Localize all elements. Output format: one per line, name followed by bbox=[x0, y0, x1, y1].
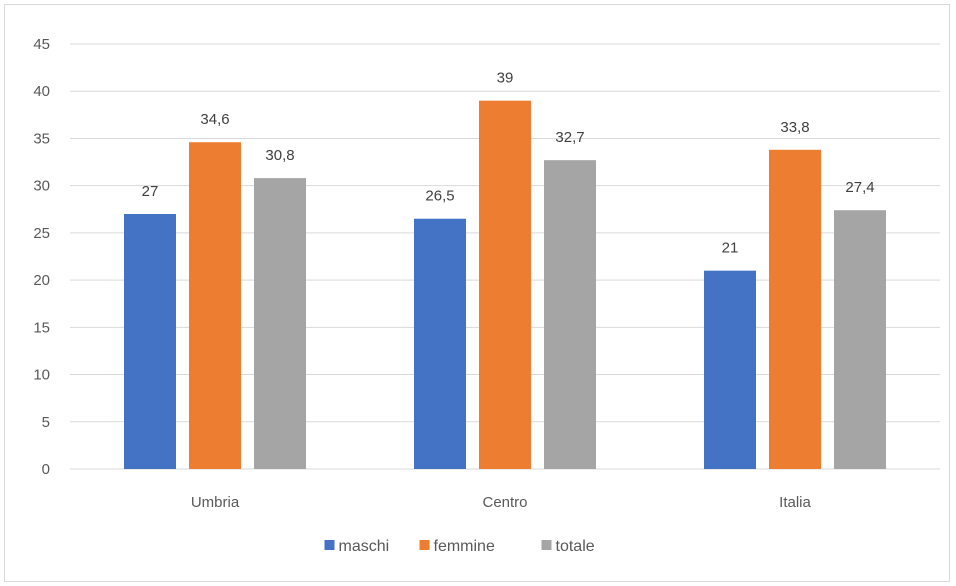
y-tick-label: 25 bbox=[33, 225, 50, 242]
category-label: Centro bbox=[482, 494, 527, 511]
legend-swatch-totale bbox=[541, 540, 552, 550]
y-axis-ticks: 0 5 10 15 20 25 30 35 40 45 bbox=[33, 36, 50, 478]
data-label: 27,4 bbox=[845, 179, 874, 196]
legend: maschi femmine totale bbox=[324, 538, 595, 555]
bar-femmine-umbria bbox=[189, 142, 241, 469]
bar-maschi-italia bbox=[704, 270, 756, 469]
y-tick-label: 10 bbox=[33, 367, 50, 384]
y-tick-label: 15 bbox=[33, 319, 50, 336]
x-axis-categories: Umbria Centro Italia bbox=[191, 494, 812, 511]
category-label: Italia bbox=[779, 494, 811, 511]
bar-femmine-italia bbox=[769, 149, 821, 469]
y-tick-label: 40 bbox=[33, 83, 50, 100]
legend-swatch-femmine bbox=[419, 540, 430, 550]
bar-totale-italia bbox=[834, 210, 886, 469]
bars bbox=[124, 100, 886, 470]
y-tick-label: 35 bbox=[33, 130, 50, 147]
bar-totale-umbria bbox=[254, 178, 306, 469]
bar-maschi-umbria bbox=[124, 214, 176, 469]
legend-label-totale: totale bbox=[556, 538, 595, 555]
legend-label-maschi: maschi bbox=[339, 538, 390, 555]
y-tick-label: 45 bbox=[33, 36, 50, 53]
y-tick-label: 30 bbox=[33, 178, 50, 195]
data-label: 30,8 bbox=[265, 147, 294, 164]
data-label: 27 bbox=[142, 183, 159, 200]
data-label: 26,5 bbox=[425, 188, 454, 205]
legend-label-femmine: femmine bbox=[434, 538, 495, 555]
bar-totale-centro bbox=[544, 160, 596, 469]
data-labels: 27 34,6 30,8 26,5 39 32,7 21 33,8 27,4 bbox=[142, 70, 875, 257]
category-label: Umbria bbox=[191, 494, 240, 511]
legend-swatch-maschi bbox=[324, 540, 335, 550]
y-tick-label: 0 bbox=[42, 461, 50, 478]
data-label: 34,6 bbox=[200, 111, 229, 128]
bar-femmine-centro bbox=[479, 100, 531, 470]
y-tick-label: 5 bbox=[42, 414, 50, 431]
data-label: 33,8 bbox=[780, 119, 809, 136]
data-label: 32,7 bbox=[555, 129, 584, 146]
y-tick-label: 20 bbox=[33, 272, 50, 289]
bar-maschi-centro bbox=[414, 218, 466, 469]
data-label: 21 bbox=[722, 240, 739, 257]
data-label: 39 bbox=[497, 70, 514, 87]
